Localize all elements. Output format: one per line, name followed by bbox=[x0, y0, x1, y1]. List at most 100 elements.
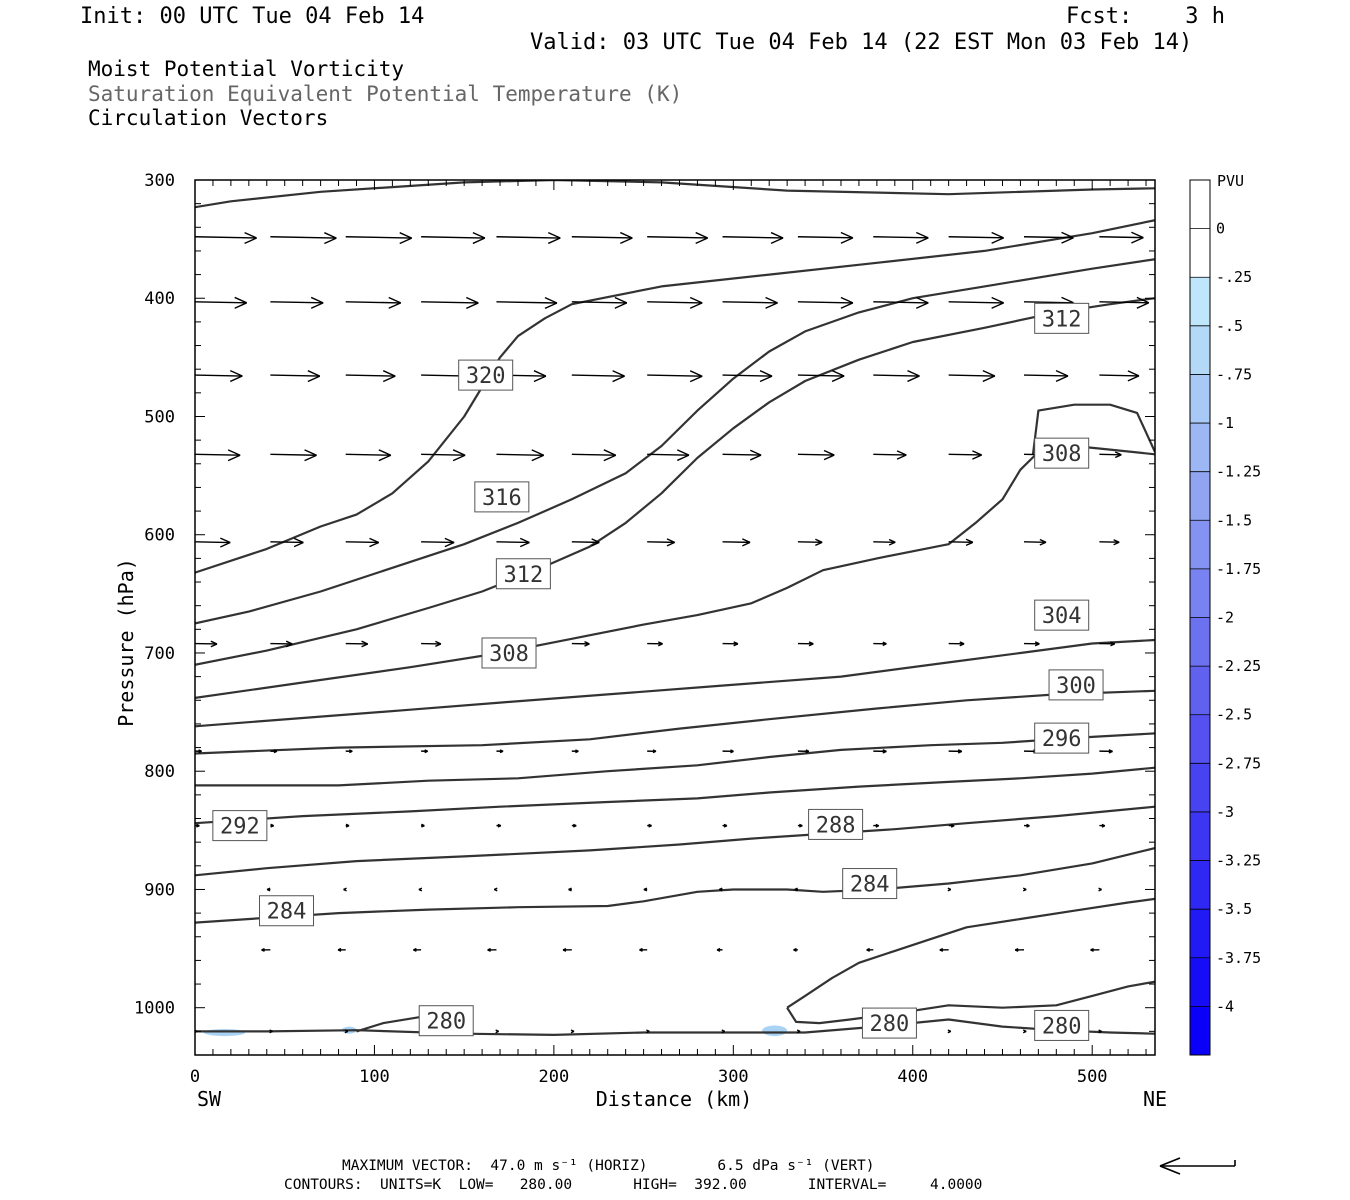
vector-arrow bbox=[718, 887, 723, 892]
vector-arrow bbox=[797, 231, 854, 244]
contour-line-15 bbox=[786, 980, 1155, 1025]
vector-arrow bbox=[270, 823, 274, 828]
vector-arrow bbox=[413, 947, 422, 952]
contour-line-5 bbox=[1031, 403, 1155, 455]
contour-label-8: 296 bbox=[1034, 722, 1090, 754]
vector-arrow bbox=[716, 947, 723, 952]
vector-arrow bbox=[647, 370, 703, 383]
vector-arrow bbox=[195, 949, 196, 951]
vector-arrow bbox=[647, 538, 675, 547]
field-sept: Saturation Equivalent Potential Temperat… bbox=[88, 82, 683, 106]
vector-arrow bbox=[195, 296, 247, 309]
colorbar-label: -2.75 bbox=[1216, 754, 1261, 772]
vector-arrow bbox=[1023, 641, 1040, 647]
vector-arrow bbox=[269, 1029, 273, 1034]
vector-arrow bbox=[948, 641, 965, 647]
vector-arrow bbox=[647, 641, 663, 647]
vector-arrow bbox=[797, 449, 835, 461]
colorbar-label: 0 bbox=[1216, 220, 1225, 238]
contour-line-11 bbox=[195, 847, 1155, 924]
colorbar-label: -.75 bbox=[1216, 365, 1252, 383]
vector-arrow bbox=[797, 749, 810, 754]
vector-arrow bbox=[495, 1029, 499, 1034]
colorbar-swatch bbox=[1190, 714, 1210, 764]
contour-line-7 bbox=[195, 689, 1155, 755]
svg-text:284: 284 bbox=[850, 873, 890, 898]
vector-arrow bbox=[722, 296, 778, 309]
colorbar-unit: PVU bbox=[1217, 172, 1244, 190]
svg-text:312: 312 bbox=[1042, 307, 1082, 332]
vector-arrow bbox=[1023, 369, 1069, 383]
vector-arrow bbox=[344, 1029, 349, 1034]
field-mpv: Moist Potential Vorticity bbox=[88, 57, 405, 81]
vector-arrow bbox=[421, 640, 442, 648]
contour-label-1: 316 bbox=[474, 481, 530, 513]
vector-arrow bbox=[1098, 887, 1102, 892]
colorbar-label: -2.25 bbox=[1216, 657, 1261, 675]
vector-arrow bbox=[1099, 370, 1140, 382]
colorbar-swatch bbox=[1190, 617, 1210, 667]
x-tick-label: 200 bbox=[539, 1067, 570, 1087]
contour-line-10 bbox=[195, 805, 1155, 877]
colorbar-swatch bbox=[1190, 423, 1210, 472]
svg-text:308: 308 bbox=[1042, 442, 1082, 467]
vector-arrow bbox=[345, 823, 350, 828]
vector-arrow bbox=[948, 823, 955, 828]
contour-label-15: 280 bbox=[1034, 1009, 1090, 1041]
contour-label-11: 284 bbox=[842, 868, 898, 900]
vector-arrow bbox=[345, 749, 353, 754]
vector-arrow bbox=[345, 449, 392, 462]
colorbar-label: -3.25 bbox=[1216, 852, 1261, 870]
vector-arrow bbox=[345, 232, 413, 245]
contour-line-8 bbox=[195, 732, 1155, 787]
vector-arrow bbox=[487, 947, 497, 952]
vector-arrow bbox=[270, 232, 337, 245]
vector-arrow bbox=[873, 823, 880, 828]
y-tick-label: 500 bbox=[144, 407, 175, 427]
svg-text:280: 280 bbox=[870, 1012, 910, 1037]
contour-line-4 bbox=[195, 444, 1155, 699]
colorbar-label: -2.5 bbox=[1216, 706, 1252, 724]
colorbar-label: -3 bbox=[1216, 803, 1234, 821]
pv-shading-1 bbox=[762, 1025, 788, 1037]
vector-arrow bbox=[722, 641, 739, 647]
contour-line-2 bbox=[195, 258, 1155, 625]
contour-label-3: 308 bbox=[481, 637, 537, 669]
contour-line-1 bbox=[195, 219, 1155, 574]
vector-arrow bbox=[873, 296, 929, 309]
vector-arrow bbox=[1023, 231, 1074, 244]
contour-label-7: 300 bbox=[1048, 669, 1104, 701]
colorbar-swatch bbox=[1190, 180, 1210, 229]
vector-arrow bbox=[1098, 1029, 1102, 1034]
vector-arrow bbox=[722, 538, 751, 547]
colorbar-swatch bbox=[1190, 374, 1210, 424]
vector-arrow bbox=[571, 538, 600, 547]
vector-arrow bbox=[873, 450, 907, 460]
vector-arrow bbox=[873, 749, 887, 754]
vector-arrow bbox=[571, 296, 628, 309]
vector-arrow bbox=[647, 231, 708, 245]
vector-arrow bbox=[647, 296, 703, 309]
vector-arrow bbox=[270, 640, 293, 648]
svg-text:288: 288 bbox=[816, 813, 856, 838]
vector-arrow bbox=[270, 370, 321, 383]
colorbar-swatch bbox=[1190, 277, 1210, 326]
vector-arrow bbox=[948, 450, 982, 460]
vector-arrow bbox=[873, 641, 887, 647]
vector-arrow bbox=[1099, 823, 1106, 828]
vector-arrow bbox=[794, 887, 798, 892]
colorbar-label: -3.5 bbox=[1216, 900, 1252, 918]
vector-arrow bbox=[270, 537, 304, 548]
x-axis-title: Distance (km) bbox=[596, 1087, 753, 1111]
vector-arrow bbox=[343, 887, 347, 892]
x-tick-label: 0 bbox=[190, 1067, 200, 1087]
y-axis-title: Pressure (hPa) bbox=[114, 558, 138, 727]
y-tick-label: 900 bbox=[144, 880, 175, 900]
colorbar-label: -1.75 bbox=[1216, 560, 1261, 578]
x-right-end-label: NE bbox=[1143, 1087, 1167, 1111]
vector-arrow bbox=[1099, 451, 1122, 459]
vector-arrow bbox=[1014, 947, 1025, 952]
vector-arrow bbox=[796, 1029, 801, 1034]
vector-arrow bbox=[722, 823, 728, 828]
